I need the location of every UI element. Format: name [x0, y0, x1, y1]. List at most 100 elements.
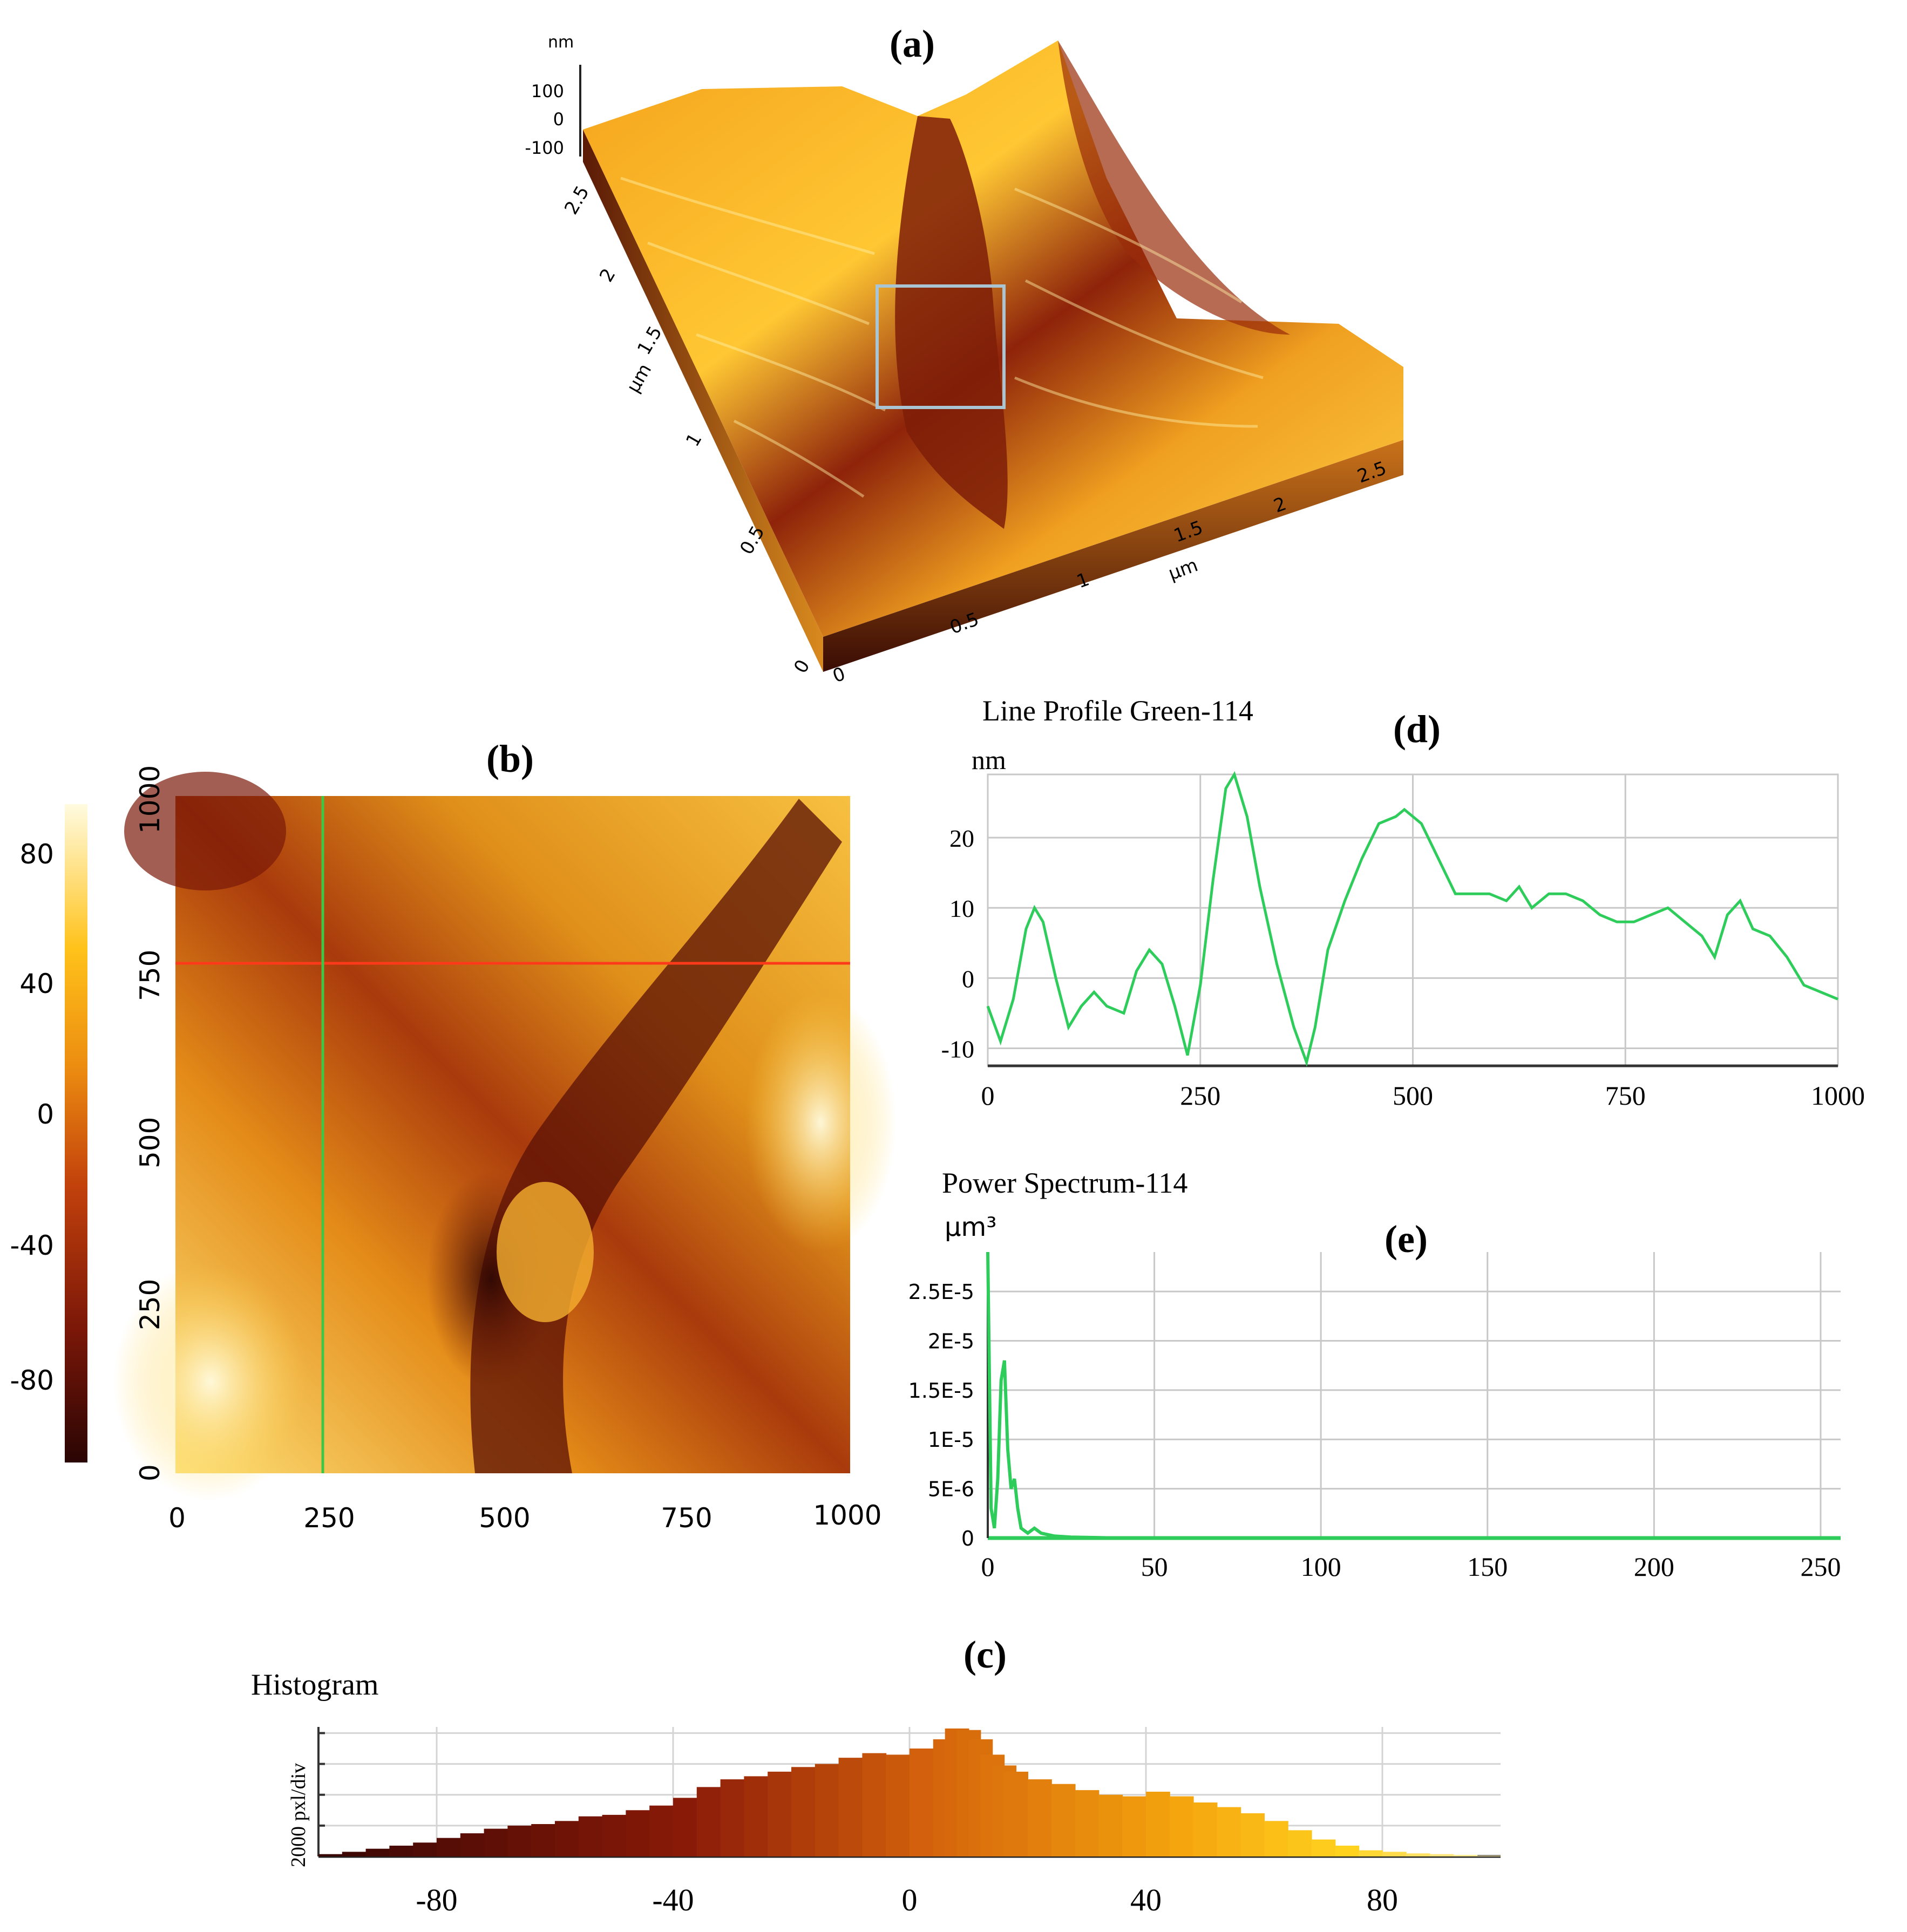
profile-line — [986, 771, 1838, 1067]
spectrum-x-tick: 200 — [1634, 1552, 1674, 1582]
panel-d: Line Profile Green-114 (d) nm 0 250 500 750… — [941, 695, 1865, 1111]
z-tick: 0 — [553, 109, 564, 130]
histogram-bar — [437, 1838, 461, 1856]
spectrum-y-tick: 1.5E-5 — [908, 1379, 974, 1403]
spectrum-ticks: 0 50 100 150 200 250 2.5E-5 2E-5 1.5E-5 1E-5 5E-6 0 — [908, 1280, 1841, 1582]
histogram-bar — [862, 1753, 887, 1856]
x-unit: µm — [1165, 554, 1200, 584]
map-bright-right — [745, 993, 896, 1252]
histogram-x-tick: -80 — [416, 1882, 457, 1917]
map-y-tick: 250 — [134, 1279, 166, 1330]
panel-b: (b) 80 40 0 -40 -80 0 250 500 750 1000 0… — [10, 737, 896, 1534]
y-tick: 2.5 — [560, 182, 594, 219]
z-tick: 100 — [531, 81, 564, 101]
histogram-bar — [389, 1846, 414, 1856]
histogram-bar — [1146, 1792, 1170, 1856]
histogram-bar — [531, 1824, 555, 1856]
surface-side-left — [583, 130, 823, 672]
panel-a: (a) nm 100 0 -100 0 0.5 1 1.5 2 — [525, 22, 1403, 687]
histogram-bar — [626, 1810, 650, 1856]
histogram-x-tick: 80 — [1367, 1882, 1398, 1917]
map-y-tick: 750 — [134, 950, 166, 1001]
x-tick: 0 — [830, 663, 848, 687]
profile-ylabel: nm — [972, 745, 1006, 775]
profile-x-tick: 250 — [1180, 1080, 1220, 1111]
panel-e: Power Spectrum-114 (e) µm³ 0 50 100 150 200 2… — [908, 1167, 1841, 1582]
histogram-bar — [1098, 1794, 1123, 1856]
histogram-bar — [1359, 1850, 1383, 1856]
histogram-bar — [1453, 1855, 1478, 1856]
histogram-bars — [318, 1728, 1501, 1856]
histogram-bar — [578, 1816, 603, 1856]
histogram-bar — [744, 1776, 769, 1856]
histogram-bar — [1193, 1802, 1218, 1856]
histogram-bar — [673, 1798, 697, 1856]
histogram-bar — [838, 1758, 863, 1856]
spectrum-y-tick: 2E-5 — [928, 1329, 974, 1353]
profile-x-tick: 1000 — [1811, 1080, 1865, 1111]
histogram-bar — [1264, 1821, 1288, 1856]
z-tick: -100 — [525, 138, 564, 158]
histogram-bar — [365, 1848, 390, 1856]
histogram-ticks: -80 -40 0 40 80 — [416, 1882, 1398, 1917]
histogram-bar — [1004, 1771, 1028, 1856]
panel-b-label: (b) — [486, 737, 534, 780]
map-dark-corner — [124, 772, 286, 890]
histogram-x-tick: 0 — [902, 1882, 918, 1917]
map-y-tick: 500 — [134, 1117, 166, 1168]
histogram-bar — [696, 1787, 721, 1856]
y-unit: µm — [622, 360, 656, 396]
spectrum-x-tick: 100 — [1301, 1552, 1341, 1582]
zoom-box — [876, 284, 1006, 409]
panel-a-label: (a) — [890, 22, 935, 65]
histogram-bar — [1051, 1784, 1076, 1856]
histogram-ylabel: 2000 pxl/div — [287, 1763, 310, 1867]
profile-y-tick: 10 — [949, 895, 974, 922]
histogram-x-tick: -40 — [652, 1882, 694, 1917]
colorbar-tick: 40 — [19, 968, 54, 999]
panel-c: (c) Histogram 2000 pxl/div -80 -40 0 40 80 — [251, 1633, 1501, 1917]
profile-y-tick: 0 — [962, 965, 974, 992]
spectrum-grid — [987, 1252, 1841, 1540]
histogram-bar — [460, 1833, 485, 1856]
colorbar-tick: 0 — [37, 1099, 54, 1130]
histogram-bar — [1335, 1846, 1360, 1856]
spectrum-y-tick: 5E-6 — [928, 1478, 974, 1501]
spectrum-y-tick: 2.5E-5 — [908, 1280, 974, 1304]
spectrum-y-tick: 1E-5 — [928, 1428, 974, 1452]
map-x-tick: 0 — [168, 1502, 186, 1534]
histogram-bar — [649, 1805, 674, 1856]
map-x-tick: 500 — [479, 1502, 530, 1534]
profile-x-tick: 750 — [1605, 1080, 1646, 1111]
histogram-bar — [318, 1854, 343, 1856]
histogram-bar — [1122, 1796, 1146, 1856]
map-y-tick: 1000 — [134, 765, 166, 834]
colorbar-tick: 80 — [19, 839, 54, 870]
y-tick: 0 — [790, 656, 814, 677]
profile-y-tick: -10 — [941, 1035, 974, 1063]
surface-valley-edge — [1058, 40, 1290, 335]
histogram-bar — [555, 1821, 579, 1856]
profile-grid — [987, 773, 1839, 1067]
spectrum-x-tick: 50 — [1141, 1552, 1168, 1582]
map-x-tick: 1000 — [813, 1500, 881, 1531]
histogram-bar — [1075, 1790, 1100, 1856]
y-tick: 1 — [682, 430, 706, 451]
map-bright-left — [113, 1263, 308, 1500]
spectrum-title: Power Spectrum-114 — [942, 1167, 1187, 1199]
histogram-bar — [484, 1828, 508, 1856]
histogram-bar — [507, 1825, 532, 1856]
spectrum-x-tick: 0 — [981, 1552, 995, 1582]
spectrum-x-tick: 250 — [1800, 1552, 1841, 1582]
histogram-bar — [1240, 1813, 1265, 1856]
surface-valley — [895, 116, 1008, 529]
spectrum-y-tick: 0 — [961, 1527, 974, 1550]
map-bright-center — [497, 1182, 594, 1322]
histogram-bar — [1287, 1830, 1312, 1856]
spectrum-x-tick: 150 — [1467, 1552, 1508, 1582]
profile-y-tick: 20 — [949, 825, 974, 852]
spectrum-ylabel: µm³ — [945, 1212, 997, 1242]
histogram-bar — [1382, 1852, 1407, 1856]
colorbar — [65, 804, 87, 1462]
